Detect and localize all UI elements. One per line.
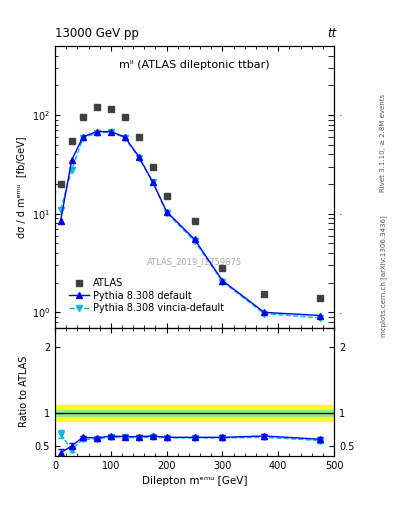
Pythia 8.308 vincia-default	[95, 130, 99, 136]
Pythia 8.308 vincia-default	[164, 210, 169, 216]
ATLAS	[108, 106, 113, 112]
Pythia 8.308 default	[70, 157, 74, 163]
Pythia 8.308 default	[220, 278, 225, 284]
Y-axis label: dσ / d mᵉᵐᵘ  [fb/GeV]: dσ / d mᵉᵐᵘ [fb/GeV]	[16, 136, 26, 238]
Pythia 8.308 default	[136, 154, 141, 160]
Legend: ATLAS, Pythia 8.308 default, Pythia 8.308 vincia-default: ATLAS, Pythia 8.308 default, Pythia 8.30…	[66, 274, 228, 317]
Pythia 8.308 default	[192, 236, 197, 242]
Text: tt: tt	[327, 27, 336, 40]
Bar	[55, 405, 334, 421]
ATLAS	[123, 114, 127, 120]
ATLAS	[192, 218, 197, 224]
Y-axis label: Ratio to ATLAS: Ratio to ATLAS	[19, 356, 29, 428]
ATLAS	[220, 265, 225, 271]
Pythia 8.308 vincia-default	[151, 179, 155, 185]
ATLAS	[262, 290, 267, 296]
Pythia 8.308 default	[95, 129, 99, 135]
ATLAS	[318, 295, 323, 301]
Text: 13000 GeV pp: 13000 GeV pp	[55, 27, 139, 40]
Line: Pythia 8.308 default: Pythia 8.308 default	[58, 129, 323, 318]
X-axis label: Dilepton mᵉᵐᵘ [GeV]: Dilepton mᵉᵐᵘ [GeV]	[142, 476, 247, 486]
Bar	[55, 410, 334, 416]
Text: mˡˡ (ATLAS dileptonic ttbar): mˡˡ (ATLAS dileptonic ttbar)	[119, 60, 270, 70]
Pythia 8.308 default	[58, 218, 63, 224]
Pythia 8.308 vincia-default	[58, 206, 63, 212]
ATLAS	[95, 104, 99, 110]
Pythia 8.308 default	[164, 208, 169, 215]
Pythia 8.308 default	[81, 134, 85, 140]
Pythia 8.308 vincia-default	[70, 166, 74, 173]
ATLAS	[151, 163, 155, 169]
ATLAS	[136, 134, 141, 140]
Pythia 8.308 vincia-default	[220, 279, 225, 285]
ATLAS	[164, 193, 169, 199]
Pythia 8.308 vincia-default	[262, 311, 267, 317]
ATLAS	[70, 138, 74, 144]
ATLAS	[58, 181, 63, 187]
Line: Pythia 8.308 vincia-default: Pythia 8.308 vincia-default	[58, 130, 323, 321]
Pythia 8.308 default	[318, 312, 323, 318]
Pythia 8.308 default	[262, 309, 267, 315]
Pythia 8.308 default	[151, 179, 155, 185]
Pythia 8.308 vincia-default	[192, 238, 197, 244]
ATLAS	[81, 114, 85, 120]
Text: Rivet 3.1.10, ≥ 2.8M events: Rivet 3.1.10, ≥ 2.8M events	[380, 94, 386, 193]
Pythia 8.308 vincia-default	[318, 315, 323, 321]
Pythia 8.308 vincia-default	[81, 135, 85, 141]
Text: mcplots.cern.ch [arXiv:1306.3436]: mcplots.cern.ch [arXiv:1306.3436]	[380, 216, 387, 337]
Text: ATLAS_2019_I1759875: ATLAS_2019_I1759875	[147, 257, 242, 266]
Pythia 8.308 default	[123, 134, 127, 140]
Line: ATLAS: ATLAS	[58, 104, 323, 301]
Pythia 8.308 vincia-default	[136, 155, 141, 161]
Pythia 8.308 vincia-default	[108, 129, 113, 135]
Pythia 8.308 vincia-default	[123, 135, 127, 141]
Pythia 8.308 default	[108, 129, 113, 135]
